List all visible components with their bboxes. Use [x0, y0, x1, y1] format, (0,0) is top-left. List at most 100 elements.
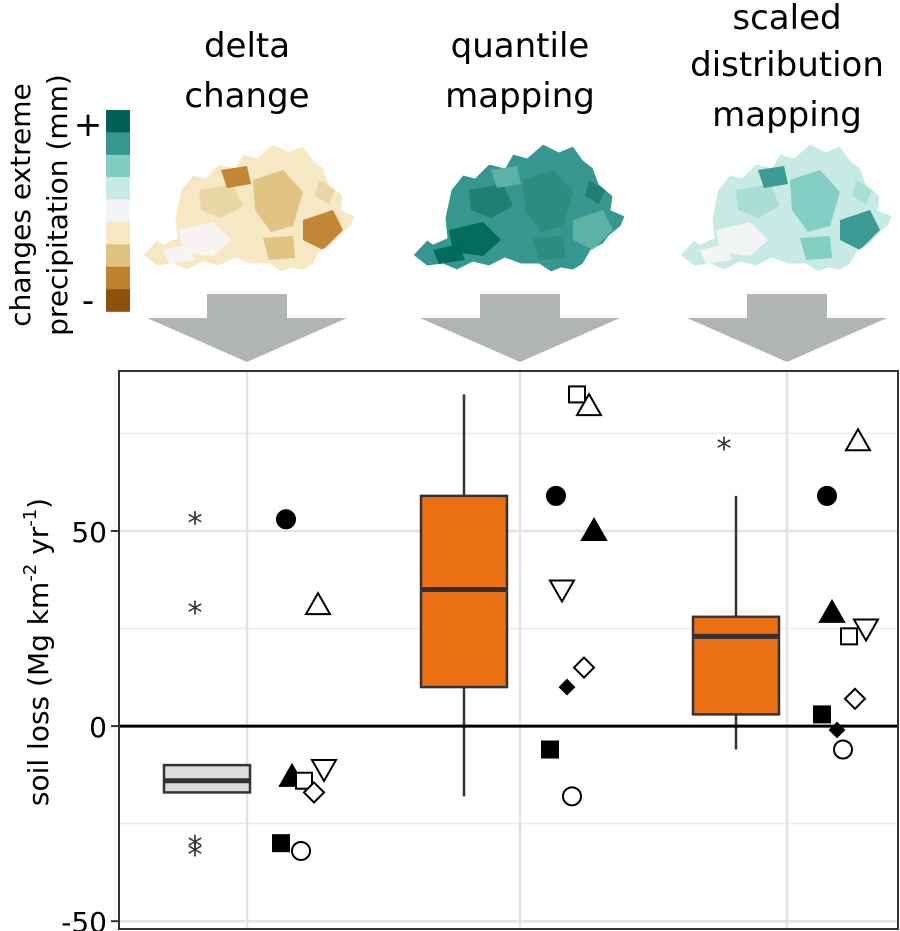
filled-diamond-marker — [828, 721, 846, 739]
open-diamond-marker — [572, 656, 596, 679]
y-tick-label: 50 — [71, 516, 107, 549]
map-title: mapping — [445, 76, 595, 116]
open-diamond-marker — [302, 781, 326, 804]
outlier-point: * — [188, 830, 203, 865]
filled-square-marker — [272, 834, 290, 853]
basin-region — [163, 244, 195, 264]
basin-region — [433, 244, 465, 264]
basin-region — [700, 244, 732, 264]
box — [691, 615, 781, 716]
basin-region — [263, 236, 295, 260]
legend-title: changes extreme — [4, 83, 37, 326]
plot-background — [119, 371, 898, 929]
outlier-point: * — [188, 838, 203, 873]
color-legend: + - changes extreme precipitation (mm) — [4, 74, 130, 336]
basin-region — [491, 166, 521, 188]
legend-swatch — [106, 266, 130, 290]
basin-region — [221, 166, 251, 188]
legend-swatch — [106, 244, 130, 267]
legend-title: precipitation (mm) — [41, 74, 74, 336]
y-axis-label: soil loss (Mg km-2 yr-1) — [20, 498, 55, 806]
basin-region — [736, 184, 780, 218]
legend-swatch — [106, 154, 130, 178]
basin-region — [840, 210, 880, 250]
basin-region — [523, 170, 573, 232]
legend-swatch — [106, 289, 130, 312]
basin-region — [179, 222, 231, 256]
map-title: delta — [204, 26, 290, 66]
arrows — [147, 294, 887, 362]
filled-triangle-up-marker — [818, 598, 846, 623]
map-title: quantile — [451, 26, 590, 66]
basin-region — [800, 236, 832, 260]
y-tick-label: -50 — [61, 906, 107, 931]
basin-region — [852, 180, 872, 204]
outlier-point: * — [717, 432, 732, 467]
basin-region — [449, 222, 501, 256]
map-titles: delta change quantile mapping scaled distribu… — [184, 0, 883, 135]
open-diamond-marker — [843, 687, 867, 711]
maps — [142, 143, 893, 273]
open-triangle-up-marker — [844, 427, 872, 452]
filled-diamond-marker — [558, 678, 576, 696]
plot-border — [118, 370, 899, 930]
basin-map — [679, 143, 893, 273]
legend-swatch — [106, 132, 130, 155]
basin-region — [315, 180, 335, 204]
basin-region — [303, 210, 343, 250]
open-circle-marker — [291, 840, 311, 861]
outlier-point: * — [188, 506, 203, 541]
basin-region — [533, 236, 565, 260]
basin-fill — [433, 166, 613, 264]
legend-minus-label: - — [82, 281, 94, 321]
map-title: distribution — [690, 45, 884, 85]
down-arrow — [147, 294, 347, 362]
y-tick-label: 0 — [89, 711, 107, 744]
open-triangle-down-marker — [852, 618, 880, 643]
basin-region — [585, 180, 605, 204]
open-triangle-up-marker — [304, 591, 332, 616]
down-arrow — [687, 294, 887, 362]
basin-region — [199, 184, 243, 218]
open-square-marker — [568, 385, 586, 404]
legend-swatch — [106, 110, 130, 133]
map-title: change — [184, 76, 309, 116]
basin-fill — [163, 166, 343, 264]
outlier-point: * — [188, 596, 203, 631]
down-arrow — [420, 294, 620, 362]
map-title: scaled — [732, 0, 841, 38]
filled-circle-marker — [817, 485, 837, 506]
box-group: * — [691, 432, 781, 750]
basin-map — [142, 143, 356, 273]
y-axis: 50 0 -50 soil loss (Mg km-2 yr-1) — [20, 498, 119, 931]
filled-square-marker — [541, 740, 559, 759]
basin-region — [758, 166, 788, 188]
legend-swatch — [106, 222, 130, 245]
filled-square-marker — [813, 705, 831, 724]
filled-triangle-up-marker — [580, 516, 608, 541]
legend-swatch — [106, 177, 130, 200]
box-group — [419, 394, 509, 797]
box-group: **** — [162, 506, 252, 873]
open-circle-marker — [833, 739, 853, 760]
basin-region — [790, 170, 840, 232]
basin-region — [716, 222, 768, 256]
open-triangle-down-marker — [310, 759, 338, 784]
basin-region — [253, 170, 303, 232]
open-circle-marker — [562, 786, 582, 807]
basin-region — [573, 210, 613, 250]
map-title: mapping — [712, 95, 862, 135]
legend-swatch — [106, 199, 130, 223]
filled-circle-marker — [276, 509, 296, 530]
legend-plus-label: + — [74, 105, 103, 145]
basin-fill — [700, 166, 880, 264]
filled-circle-marker — [546, 485, 566, 506]
plot-area: ***** — [118, 370, 899, 930]
basin-map — [412, 143, 626, 273]
open-square-marker — [295, 771, 313, 790]
basin-region — [469, 184, 513, 218]
open-triangle-up-marker — [575, 392, 603, 417]
open-triangle-down-marker — [548, 579, 576, 604]
open-square-marker — [840, 627, 858, 646]
